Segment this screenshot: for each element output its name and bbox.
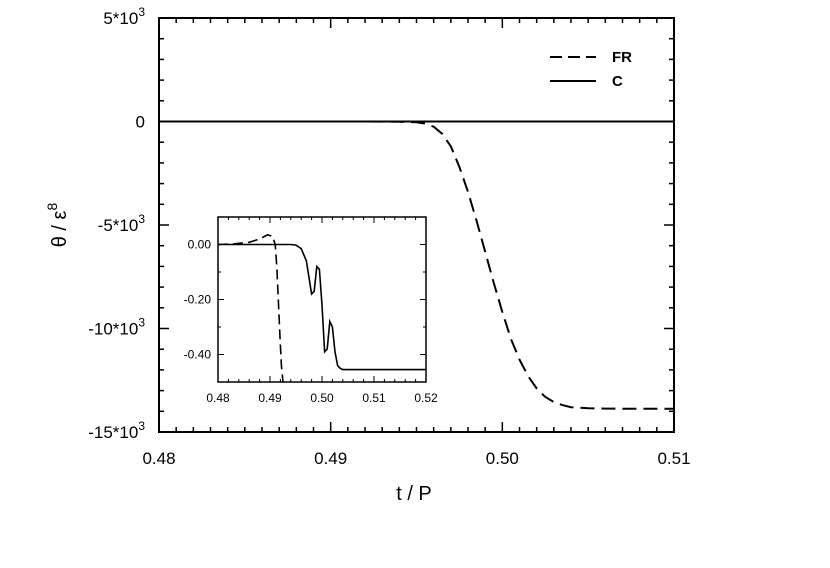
inset-y-tick-label: -0.20 — [184, 293, 212, 307]
inset-x-tick-label: 0.49 — [258, 391, 282, 405]
legend: FR C — [550, 49, 632, 90]
x-tick-label: 0.51 — [657, 449, 690, 468]
x-axis-label: t / P — [396, 483, 432, 505]
y-axis-label: θ / ε8 — [44, 203, 71, 248]
x-tick-label: 0.48 — [142, 449, 175, 468]
y-tick-label: 5*103 — [103, 5, 145, 28]
y-tick-label: 0 — [136, 113, 145, 132]
y-tick-label: -15*103 — [88, 419, 145, 442]
legend-label-fr: FR — [612, 49, 632, 66]
inset-series-line-c — [218, 243, 426, 371]
y-tick-label: -10*103 — [88, 316, 145, 339]
inset-x-tick-label: 0.52 — [414, 391, 438, 405]
x-tick-label: 0.49 — [314, 449, 347, 468]
inset-y-tick-label: -0.40 — [184, 348, 212, 362]
inset-x-tick-label: 0.51 — [362, 391, 386, 405]
inset-x-tick-label: 0.50 — [310, 391, 334, 405]
inset-x-tick-label: 0.48 — [206, 391, 230, 405]
legend-label-c: C — [612, 73, 623, 90]
series-line-fr — [159, 120, 674, 410]
inset-series-line-fr — [218, 234, 284, 382]
x-tick-label: 0.50 — [486, 449, 519, 468]
inset-plot: 0.48 0.49 0.50 0.51 0.52 0.00 -0.20 -0.40 — [184, 216, 438, 405]
y-tick-label: -5*103 — [98, 212, 146, 235]
main-plot: 0.48 0.49 0.50 0.51 5*103 0 -5*103 -10*103 -15*1… — [88, 5, 690, 468]
inset-y-tick-label: 0.00 — [188, 238, 212, 252]
